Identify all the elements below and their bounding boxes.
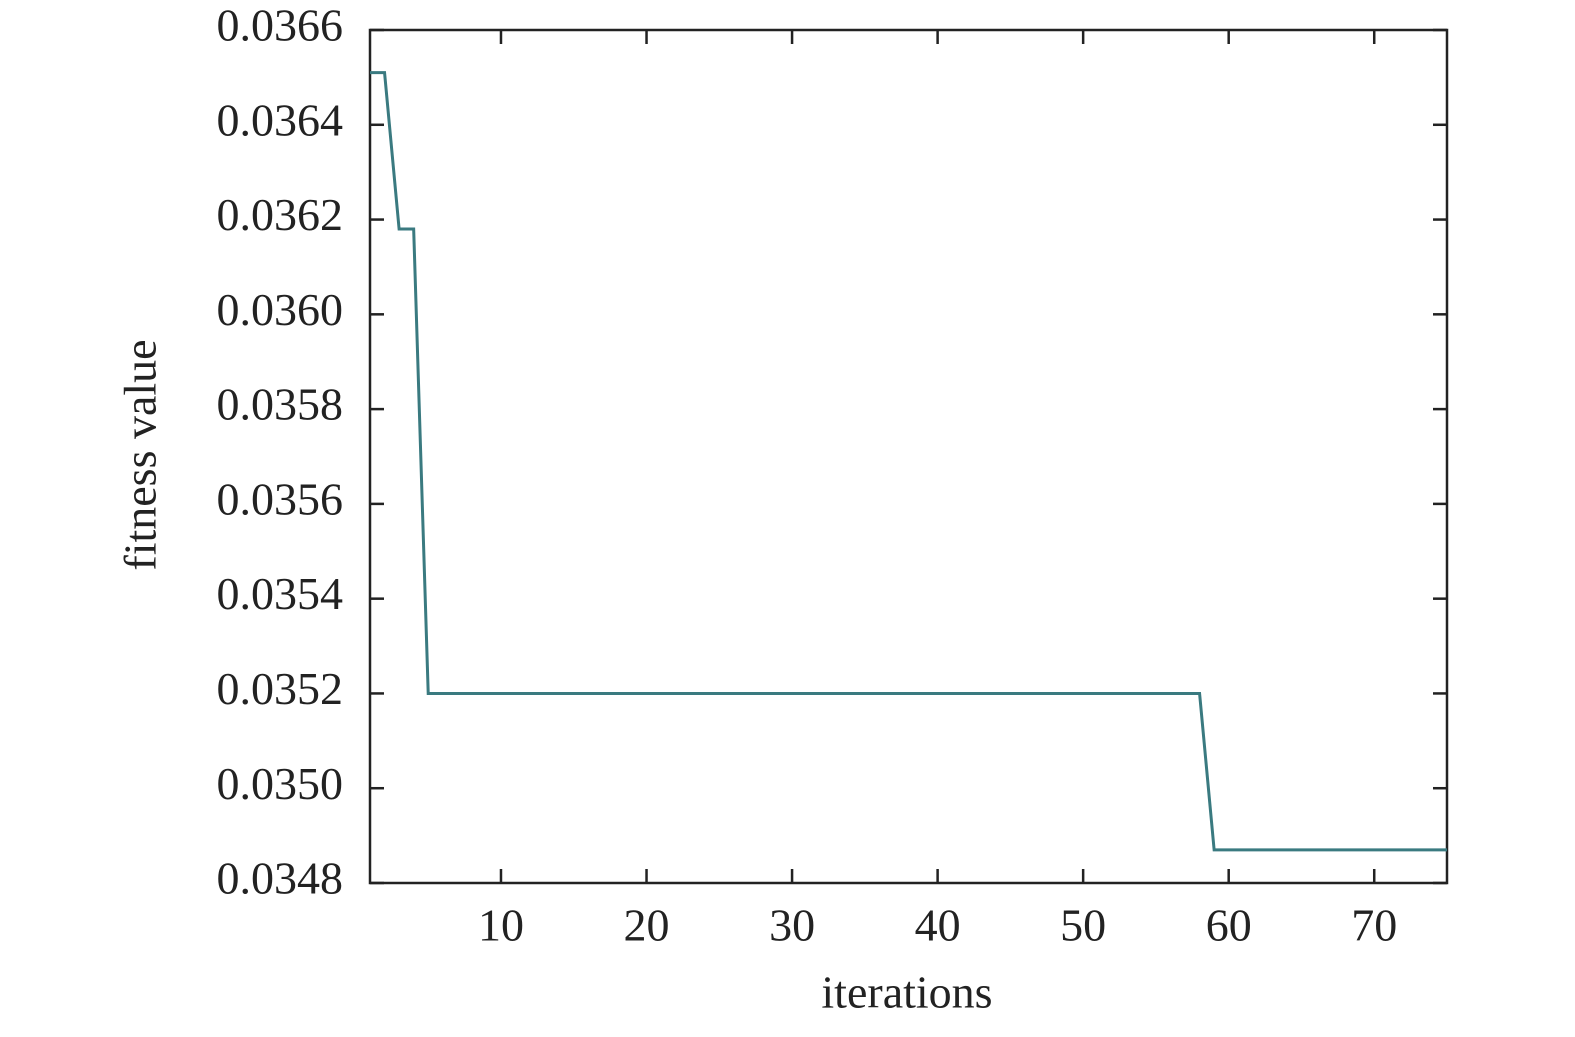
y-tick-label: 0.0352 <box>217 663 344 714</box>
y-tick-label: 0.0348 <box>217 853 344 904</box>
x-tick-label: 40 <box>915 900 961 951</box>
y-tick-label: 0.0364 <box>217 94 344 145</box>
x-tick-label: 30 <box>769 900 815 951</box>
y-tick-label: 0.0360 <box>217 284 344 335</box>
x-tick-label: 70 <box>1351 900 1397 951</box>
y-axis-label: fitness value <box>115 339 166 570</box>
y-tick-label: 0.0356 <box>217 473 344 524</box>
plot-frame <box>368 28 1449 885</box>
x-tick-label: 60 <box>1206 900 1252 951</box>
x-tick-label: 20 <box>624 900 670 951</box>
x-axis-label: iterations <box>821 967 992 1018</box>
y-tick-label: 0.0366 <box>217 0 344 51</box>
y-tick-label: 0.0350 <box>217 758 344 809</box>
y-tick-label: 0.0358 <box>217 379 344 430</box>
line-series <box>370 71 1447 852</box>
y-tick-label: 0.0362 <box>217 189 344 240</box>
y-tick-label: 0.0354 <box>217 568 344 619</box>
x-tick-label: 50 <box>1060 900 1106 951</box>
x-tick-label: 10 <box>478 900 524 951</box>
